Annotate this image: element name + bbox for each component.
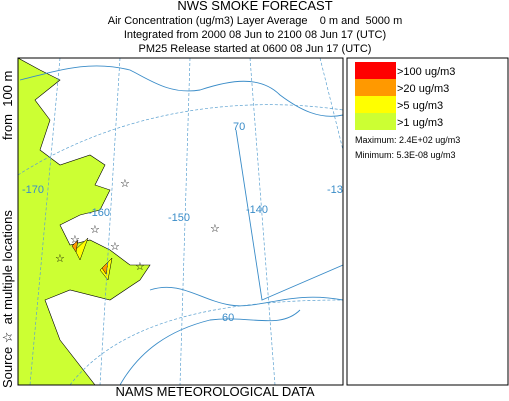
border bbox=[235, 129, 343, 301]
graticule bbox=[18, 104, 343, 385]
subtitle: PM25 Release started at 0600 08 Jun 17 (… bbox=[139, 43, 372, 55]
height-label: from 100 m bbox=[0, 71, 15, 140]
source-markers: ☆ ☆ ☆ ☆ ☆ ☆ ☆ bbox=[55, 178, 220, 273]
title: NWS SMOKE FORECAST bbox=[177, 0, 332, 13]
legend-swatch bbox=[355, 113, 396, 130]
legend-frame bbox=[346, 57, 509, 386]
graticule-label: -170 bbox=[22, 184, 44, 196]
graticule-label: -130 bbox=[327, 184, 349, 196]
legend-swatch bbox=[355, 62, 396, 79]
smoke-region bbox=[18, 58, 151, 385]
footer: NAMS METEOROLOGICAL DATA bbox=[115, 384, 314, 399]
graticule-label: 60 bbox=[222, 312, 234, 324]
legend-label: >100 ug/m3 bbox=[397, 66, 455, 78]
legend-label: >20 ug/m3 bbox=[397, 83, 449, 95]
legend: Maximum: 2.4E+02 ug/m3 Minimum: 5.3E-08 … bbox=[346, 57, 509, 386]
svg-text:☆: ☆ bbox=[55, 253, 65, 265]
minimum: Minimum: 5.3E-08 ug/m3 bbox=[355, 150, 456, 160]
svg-text:☆: ☆ bbox=[70, 234, 80, 246]
legend-label: >5 ug/m3 bbox=[397, 100, 443, 112]
legend-swatch bbox=[355, 96, 396, 113]
graticule-label: -160 bbox=[88, 207, 110, 219]
svg-text:☆: ☆ bbox=[90, 224, 100, 236]
source-label: Source ☆ at multiple locations bbox=[0, 210, 15, 388]
legend-swatch bbox=[355, 79, 396, 96]
svg-text:☆: ☆ bbox=[120, 178, 130, 190]
maximum: Maximum: 2.4E+02 ug/m3 bbox=[355, 135, 460, 145]
graticule-label: -140 bbox=[246, 204, 268, 216]
svg-text:☆: ☆ bbox=[135, 261, 145, 273]
svg-text:☆: ☆ bbox=[210, 223, 220, 235]
map-frame bbox=[17, 57, 344, 386]
svg-text:☆: ☆ bbox=[110, 241, 120, 253]
graticule-label: 70 bbox=[233, 121, 245, 133]
coastline bbox=[19, 65, 343, 117]
map: -170 -160 -150 -140 -130 70 60 ☆ ☆ ☆ ☆ ☆ ☆ ☆ bbox=[17, 57, 349, 386]
legend-label: >1 ug/m3 bbox=[397, 117, 443, 129]
coastline bbox=[119, 286, 343, 385]
subtitle: Integrated from 2000 08 Jun to 2100 08 J… bbox=[124, 29, 386, 41]
subtitle: Air Concentration (ug/m3) Layer Average … bbox=[108, 15, 403, 27]
graticule-label: -150 bbox=[168, 212, 190, 224]
